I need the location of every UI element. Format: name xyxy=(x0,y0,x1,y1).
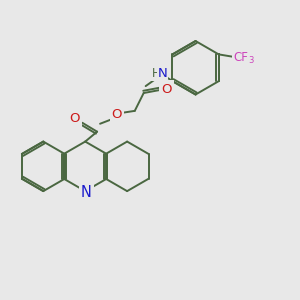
Text: 3: 3 xyxy=(248,56,254,65)
Text: O: O xyxy=(161,82,172,96)
Text: O: O xyxy=(112,108,122,121)
Text: O: O xyxy=(69,112,80,125)
Text: N: N xyxy=(81,184,92,200)
Text: N: N xyxy=(158,67,167,80)
Text: CF: CF xyxy=(233,51,248,64)
Text: H: H xyxy=(152,67,161,80)
